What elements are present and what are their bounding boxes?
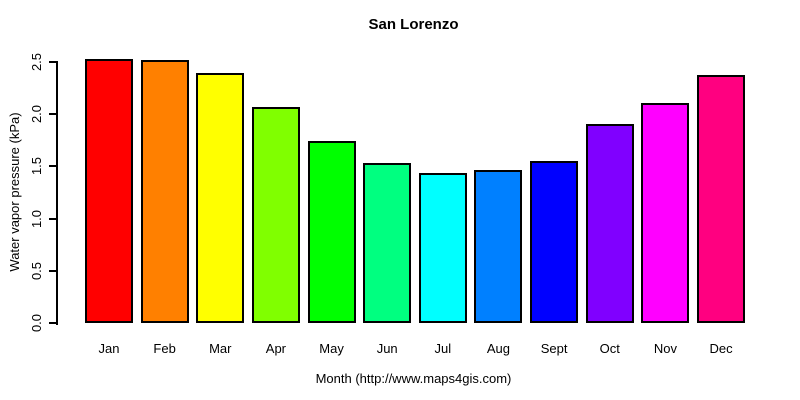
bar-mar	[196, 73, 245, 323]
y-tick-mark	[49, 165, 57, 168]
y-tick-mark	[49, 322, 57, 324]
y-tick-label: 2.0	[29, 105, 44, 124]
x-tick-label-oct: Oct	[599, 341, 620, 356]
y-tick-label: 2.5	[29, 52, 44, 72]
x-tick-label-jun: Jun	[376, 341, 398, 356]
bar-jul	[418, 172, 467, 323]
y-tick-label: 0.0	[29, 313, 44, 333]
y-tick-mark	[49, 113, 57, 116]
x-tick-label-dec: Dec	[709, 341, 733, 356]
bar-may	[307, 141, 356, 323]
x-tick-label-nov: Nov	[653, 341, 677, 356]
x-tick-label-may: May	[319, 341, 344, 356]
y-tick-label: 1.5	[29, 157, 44, 176]
bar-dec	[697, 74, 746, 323]
bar-sept	[530, 161, 579, 323]
x-tick-label-apr: Apr	[265, 341, 287, 356]
bar-jun	[363, 163, 412, 323]
bar-nov	[641, 102, 690, 323]
bar-jan	[85, 58, 133, 323]
bar-feb	[140, 59, 189, 323]
y-tick-mark	[49, 61, 57, 63]
chart-title: San Lorenzo	[368, 16, 459, 33]
x-tick-label-sept: Sept	[540, 341, 568, 356]
y-tick-mark	[49, 217, 57, 220]
x-tick-label-feb: Feb	[153, 341, 176, 356]
bar-aug	[474, 169, 523, 323]
bar-apr	[251, 106, 300, 323]
x-tick-label-aug: Aug	[486, 341, 511, 356]
bar-oct	[585, 123, 634, 323]
y-tick-mark	[49, 269, 57, 272]
y-axis-label: Water vapor pressure (kPa)	[7, 112, 22, 272]
y-tick-label: 1.0	[29, 209, 44, 228]
x-axis-label: Month (http://www.maps4gis.com)	[315, 371, 512, 386]
x-tick-label-jan: Jan	[98, 341, 120, 356]
x-tick-label-mar: Mar	[209, 341, 232, 356]
x-tick-label-jul: Jul	[434, 341, 452, 356]
y-axis-line	[56, 61, 58, 325]
y-tick-label: 0.5	[29, 261, 44, 280]
